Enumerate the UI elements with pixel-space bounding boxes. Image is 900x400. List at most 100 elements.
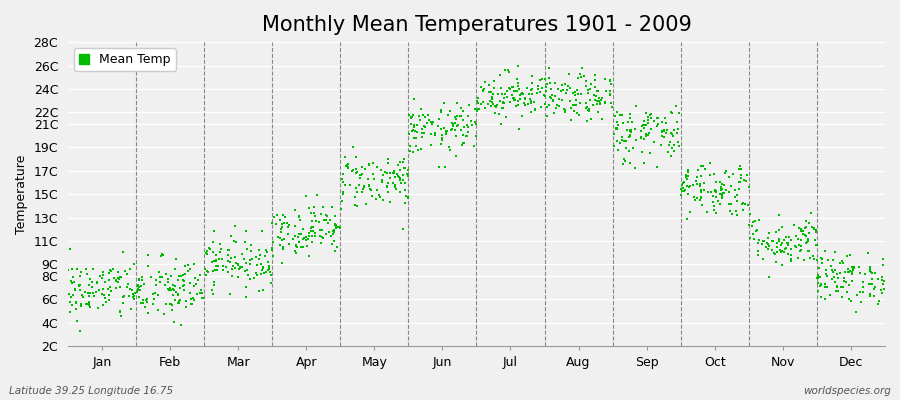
Point [176,282,191,288]
Point [82,298,96,305]
Point [122,280,136,287]
Point [264,271,278,278]
Point [396,158,410,165]
Point [322,217,337,223]
Point [481,101,495,107]
Point [814,294,828,300]
Point [693,181,707,188]
Point [253,251,267,258]
Point [416,111,430,118]
Point [325,241,339,247]
Point [122,266,137,272]
Point [235,250,249,257]
Point [86,290,101,296]
Point [338,182,352,188]
Point [238,228,253,235]
Point [694,163,708,169]
Point [755,238,770,244]
Point [113,274,128,280]
Point [540,113,554,119]
Point [794,236,808,243]
Point [694,172,708,179]
Point [446,123,461,129]
Point [813,274,827,280]
Point [170,292,184,298]
Point [424,119,438,125]
Point [571,91,585,97]
Point [644,111,658,118]
Point [683,209,698,215]
Point [734,179,748,185]
Point [127,292,141,299]
Point [309,218,323,224]
Point [562,98,577,104]
Point [709,188,724,194]
Point [708,210,723,216]
Point [95,302,110,308]
Point [308,212,322,219]
Point [567,102,581,108]
Point [680,183,694,189]
Point [623,128,637,134]
Point [262,266,276,272]
Point [566,108,580,114]
Point [671,143,686,149]
Point [439,131,454,138]
Point [544,92,559,99]
Point [623,160,637,166]
Point [546,110,561,117]
Point [354,172,368,178]
Point [382,170,397,177]
Point [434,141,448,148]
Point [382,175,397,181]
Point [733,162,747,169]
Point [148,282,163,288]
Point [644,115,658,122]
Point [708,189,723,195]
Point [135,277,149,283]
Point [302,230,316,236]
Point [862,291,877,298]
Point [486,91,500,97]
Point [694,187,708,193]
Point [316,204,330,210]
Point [483,89,498,96]
Point [665,144,680,151]
Point [102,297,116,303]
Point [704,189,718,195]
Point [355,164,369,170]
Point [396,177,410,184]
Point [274,260,289,267]
Point [865,276,879,282]
Point [421,112,436,118]
Point [518,95,533,102]
Point [839,278,853,285]
Point [813,283,827,289]
Point [863,264,878,270]
Point [120,271,134,277]
Point [495,91,509,98]
Point [221,247,236,253]
Point [82,302,96,308]
Point [96,291,111,298]
Point [762,230,777,236]
Point [362,183,376,189]
Point [530,82,544,89]
Point [296,236,310,242]
Point [436,100,451,106]
Point [213,246,228,252]
Point [454,127,469,134]
Point [814,254,828,261]
Point [148,290,162,296]
Point [846,267,860,273]
Point [235,264,249,270]
Point [694,194,708,201]
Point [302,233,317,240]
Point [207,228,221,234]
Point [293,217,308,224]
Point [659,120,673,127]
Point [116,293,130,300]
Point [417,122,431,129]
Point [508,103,523,110]
Point [836,259,850,266]
